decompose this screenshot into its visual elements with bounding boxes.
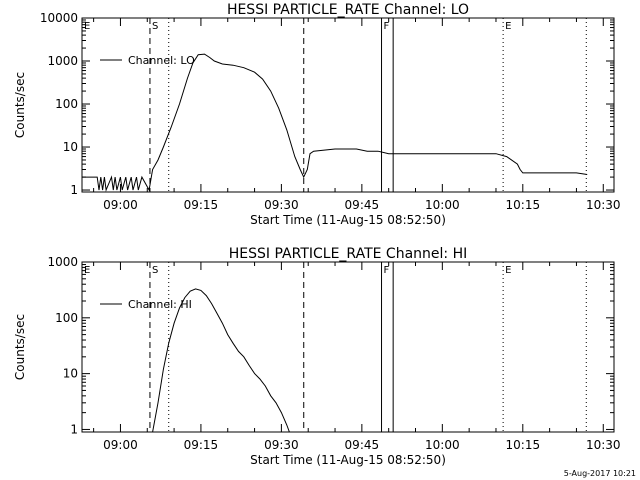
x-tick-label: 09:30	[264, 438, 299, 452]
x-tick-label: 09:45	[345, 198, 380, 212]
x-tick-label: 10:30	[586, 438, 621, 452]
x-tick-label: 10:15	[506, 198, 541, 212]
x-tick-label: 10:00	[425, 198, 460, 212]
y-tick-label: 100	[55, 97, 78, 111]
chart-title: HESSI PARTICLE_RATE Channel: LO	[227, 2, 469, 18]
x-tick-label: 10:15	[506, 438, 541, 452]
marker-label: S	[152, 265, 158, 276]
y-tick-label: 100	[55, 311, 78, 325]
x-tick-label: 09:45	[345, 438, 380, 452]
marker-label: F	[384, 265, 390, 276]
plot-frame	[81, 17, 615, 193]
panel-hi: HESSI PARTICLE_RATE Channel: HI Start Tim…	[13, 246, 621, 467]
plot-frame	[81, 261, 615, 433]
chart-title: HESSI PARTICLE_RATE Channel: HI	[229, 246, 467, 262]
legend-label: Channel: LO	[128, 54, 195, 67]
x-tick-label: 09:00	[103, 198, 138, 212]
y-axis-label: Counts/sec	[13, 314, 27, 380]
x-tick-label: 10:00	[425, 438, 460, 452]
marker-label: E	[505, 265, 511, 276]
footer-timestamp: 5-Aug-2017 10:21	[564, 469, 636, 478]
y-tick-label: 1000	[47, 54, 78, 68]
y-tick-label: 1	[70, 422, 78, 436]
x-tick-label: 09:30	[264, 198, 299, 212]
y-axis-label: Counts/sec	[13, 72, 27, 138]
marker-label: E	[84, 21, 90, 32]
y-tick-label: 1000	[47, 255, 78, 269]
x-axis-label: Start Time (11-Aug-15 08:52:50)	[250, 213, 446, 227]
x-axis-label: Start Time (11-Aug-15 08:52:50)	[250, 453, 446, 467]
marker-label: F	[384, 21, 390, 32]
x-tick-label: 10:30	[586, 198, 621, 212]
series-line	[152, 288, 290, 432]
y-tick-label: 1	[70, 183, 78, 197]
marker-label: S	[152, 21, 158, 32]
marker-label: E	[84, 265, 90, 276]
y-tick-label: 10000	[40, 11, 78, 25]
series-line	[82, 53, 588, 192]
marker-label: E	[505, 21, 511, 32]
x-tick-label: 09:15	[184, 198, 219, 212]
y-tick-label: 10	[63, 140, 78, 154]
x-tick-label: 09:00	[103, 438, 138, 452]
panel-lo: HESSI PARTICLE_RATE Channel: LO Start Tim…	[13, 2, 621, 227]
y-tick-label: 10	[63, 367, 78, 381]
x-tick-label: 09:15	[184, 438, 219, 452]
legend-label: Channel: HI	[128, 298, 192, 311]
